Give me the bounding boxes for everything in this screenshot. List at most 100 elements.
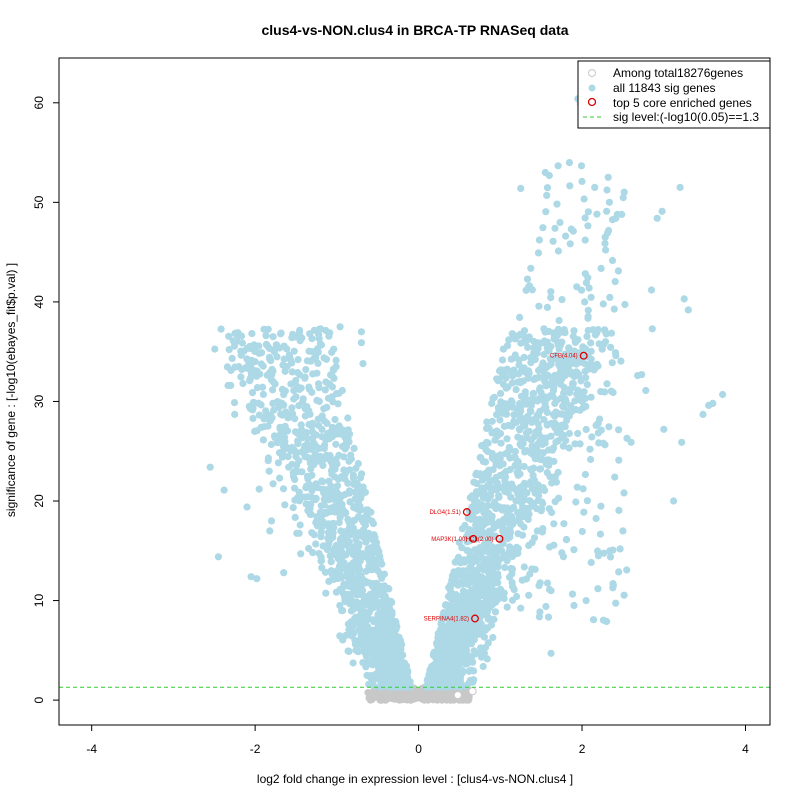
gene-point-sig — [517, 604, 525, 612]
gene-point-sig — [436, 660, 444, 668]
gene-point-sig — [543, 191, 551, 199]
gene-point-sig — [583, 332, 591, 340]
gene-point-sig — [603, 207, 611, 215]
gene-point-sig — [484, 502, 492, 510]
gene-point-sig — [580, 508, 588, 516]
gene-point-sig — [660, 425, 668, 433]
gene-point-sig — [320, 495, 328, 503]
gene-point-sig — [359, 518, 368, 527]
gene-point-sig — [341, 467, 349, 475]
gene-point-sig — [551, 498, 559, 506]
gene-point-sig — [269, 333, 277, 341]
gene-point-sig — [486, 572, 494, 580]
gene-point-sig — [357, 328, 365, 336]
gene-point-sig — [588, 433, 596, 441]
gene-point-sig — [619, 194, 627, 202]
gene-point-sig — [334, 400, 342, 408]
gene-point-sig — [497, 389, 505, 398]
gene-point-sig — [507, 493, 515, 501]
gene-point-sig — [336, 585, 344, 593]
gene-point-sig — [347, 607, 355, 615]
gene-point-sig — [670, 497, 678, 505]
gene-point-sig — [266, 527, 274, 535]
gene-point-sig — [494, 404, 502, 412]
gene-point-sig — [592, 514, 600, 523]
gene-point-sig — [225, 346, 233, 354]
gene-point-sig — [605, 198, 614, 206]
gene-point-sig — [556, 368, 564, 376]
gene-point-sig — [555, 316, 563, 325]
gene-point-sig — [615, 506, 623, 514]
gene-point-sig — [474, 517, 482, 525]
gene-point-sig — [363, 671, 371, 680]
gene-point-sig — [460, 608, 468, 616]
gene-point-sig — [281, 501, 289, 509]
gene-point-sig — [466, 676, 474, 685]
gene-point-sig — [491, 503, 499, 511]
gene-point-sig — [719, 390, 727, 399]
gene-point-sig — [237, 351, 245, 359]
gene-point-sig — [295, 385, 303, 393]
gene-point-sig — [341, 445, 349, 453]
gene-point-sig — [380, 596, 388, 605]
gene-point-sig — [563, 416, 571, 424]
gene-point-sig — [295, 457, 303, 465]
gene-point-sig — [608, 359, 616, 367]
gene-point-sig — [438, 617, 446, 625]
gene-point-sig — [233, 337, 241, 345]
gene-point-sig — [513, 468, 521, 476]
gene-point-sig — [253, 367, 261, 375]
gene-point-sig — [287, 447, 295, 455]
gene-point-sig — [304, 475, 312, 483]
gene-point-sig — [523, 275, 532, 283]
legend-marker-core — [587, 97, 597, 107]
gene-point-sig — [457, 593, 465, 601]
gene-point-sig — [621, 300, 629, 309]
gene-point-sig — [255, 485, 263, 493]
gene-point-sig — [582, 425, 590, 434]
y-tick-label: 40 — [32, 295, 46, 309]
gene-point-sig — [444, 671, 452, 679]
gene-point-sig — [269, 480, 277, 488]
gene-point-sig — [309, 370, 317, 378]
gene-point-sig — [346, 593, 354, 601]
gene-point-sig — [496, 588, 504, 597]
gene-point-sig — [458, 525, 466, 533]
gene-point-sig — [611, 278, 619, 286]
gene-point-sig — [386, 682, 394, 691]
gene-point-sig — [481, 584, 489, 592]
gene-point-sig — [493, 375, 501, 383]
gene-point-sig — [269, 367, 277, 375]
gene-point-sig — [584, 314, 592, 322]
gene-point-sig — [228, 354, 236, 362]
gene-point-sig — [315, 384, 323, 392]
x-tick-label: -4 — [86, 742, 97, 756]
gene-point-sig — [317, 557, 326, 565]
gene-point-nonsig — [427, 693, 435, 701]
core-gene-label: SERPINA4(1.82) — [424, 617, 469, 623]
gene-point-sig — [620, 188, 628, 196]
gene-point-sig — [642, 386, 650, 395]
gene-point-sig — [543, 579, 552, 587]
gene-point-sig — [253, 372, 261, 380]
core-gene-point — [495, 534, 504, 543]
gene-point-sig — [313, 396, 321, 404]
gene-point-sig — [528, 484, 536, 492]
gene-point-sig — [231, 329, 239, 337]
gene-point-sig — [548, 446, 557, 454]
legend-marker-sig — [588, 84, 596, 92]
gene-point-sig — [278, 453, 286, 461]
gene-point-nonsig — [446, 696, 454, 704]
gene-point-sig — [536, 579, 544, 587]
gene-point-sig — [543, 338, 551, 346]
gene-point-sig — [530, 337, 538, 346]
gene-point-sig — [709, 399, 717, 407]
gene-point-sig — [269, 399, 277, 407]
legend-entry-core: top 5 core enriched genes — [613, 96, 752, 110]
gene-point-sig — [484, 639, 492, 647]
gene-point-sig — [253, 575, 261, 583]
gene-point-sig — [457, 634, 465, 642]
gene-point-sig — [330, 495, 338, 503]
gene-point-sig — [269, 378, 277, 386]
